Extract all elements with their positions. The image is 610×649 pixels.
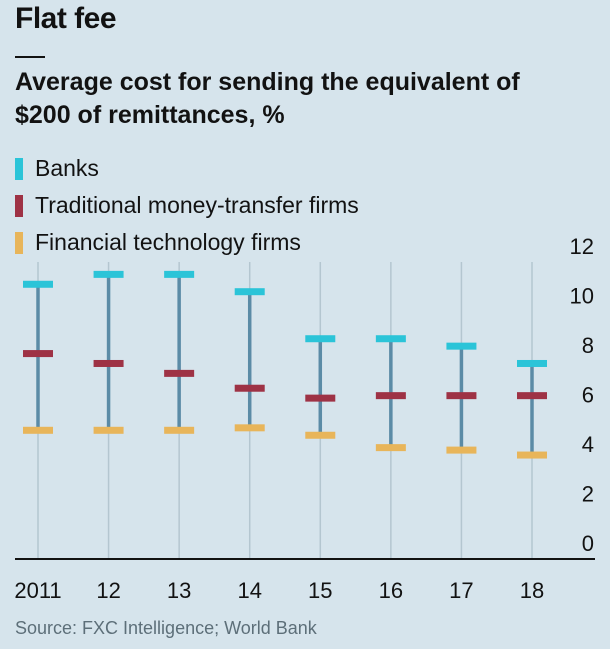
marker-fintech-0 — [23, 426, 53, 434]
marker-banks-6 — [446, 342, 477, 350]
marker-banks-3 — [234, 288, 265, 296]
x-tick-label-6: 17 — [449, 578, 473, 603]
legend-swatch-banks — [15, 157, 23, 180]
x-tick-label-2: 13 — [167, 578, 191, 603]
marker-traditional-1 — [93, 359, 124, 367]
y-tick-label-3: 6 — [582, 383, 594, 408]
legend-label-fintech-firms: Financial technology firms — [35, 229, 301, 255]
y-tick-label-6: 12 — [570, 234, 594, 259]
marker-fintech-7 — [517, 451, 547, 459]
marker-banks-7 — [517, 359, 547, 367]
x-tick-label-0: 2011 — [14, 578, 61, 603]
x-tick-label-1: 12 — [96, 578, 120, 603]
marker-traditional-6 — [446, 392, 477, 400]
legend-item-traditional-firms: Traditional money-transfer firms — [15, 187, 359, 224]
legend-label-banks: Banks — [35, 155, 99, 181]
x-tick-label-7: 18 — [520, 578, 544, 603]
y-tick-label-1: 2 — [582, 482, 594, 507]
marker-traditional-3 — [234, 384, 265, 392]
marker-banks-5 — [375, 335, 406, 343]
marker-traditional-7 — [517, 392, 547, 400]
y-tick-label-4: 8 — [582, 333, 594, 358]
legend: Banks Traditional money-transfer firms F… — [15, 150, 359, 261]
marker-traditional-2 — [164, 369, 195, 377]
marker-traditional-5 — [375, 392, 406, 400]
source-note: Source: FXC Intelligence; World Bank — [15, 618, 317, 638]
legend-swatch-traditional-firms — [15, 194, 23, 217]
marker-banks-2 — [164, 270, 195, 278]
marker-fintech-6 — [446, 446, 477, 454]
marker-fintech-3 — [234, 424, 265, 432]
legend-item-fintech-firms: Financial technology firms — [15, 224, 359, 261]
x-tick-label-4: 15 — [308, 578, 332, 603]
chart-subtitle: Average cost for sending the equivalent … — [15, 68, 520, 129]
marker-fintech-2 — [164, 426, 195, 434]
marker-banks-0 — [23, 280, 53, 288]
marker-fintech-1 — [93, 426, 124, 434]
legend-item-banks: Banks — [15, 150, 359, 187]
y-tick-label-0: 0 — [582, 531, 594, 556]
legend-label-traditional-firms: Traditional money-transfer firms — [35, 192, 359, 218]
marker-banks-1 — [93, 270, 124, 278]
marker-banks-4 — [305, 335, 336, 343]
y-tick-label-2: 4 — [582, 432, 594, 457]
chart-title: Flat fee — [15, 2, 117, 35]
x-tick-label-3: 14 — [237, 578, 261, 603]
marker-fintech-4 — [305, 431, 336, 439]
marker-fintech-5 — [375, 444, 406, 452]
marker-traditional-0 — [23, 350, 53, 358]
legend-swatch-fintech-firms — [15, 231, 23, 254]
title-rule — [15, 56, 45, 58]
x-tick-label-5: 16 — [379, 578, 403, 603]
y-tick-label-5: 10 — [570, 284, 594, 309]
marker-traditional-4 — [305, 394, 336, 402]
